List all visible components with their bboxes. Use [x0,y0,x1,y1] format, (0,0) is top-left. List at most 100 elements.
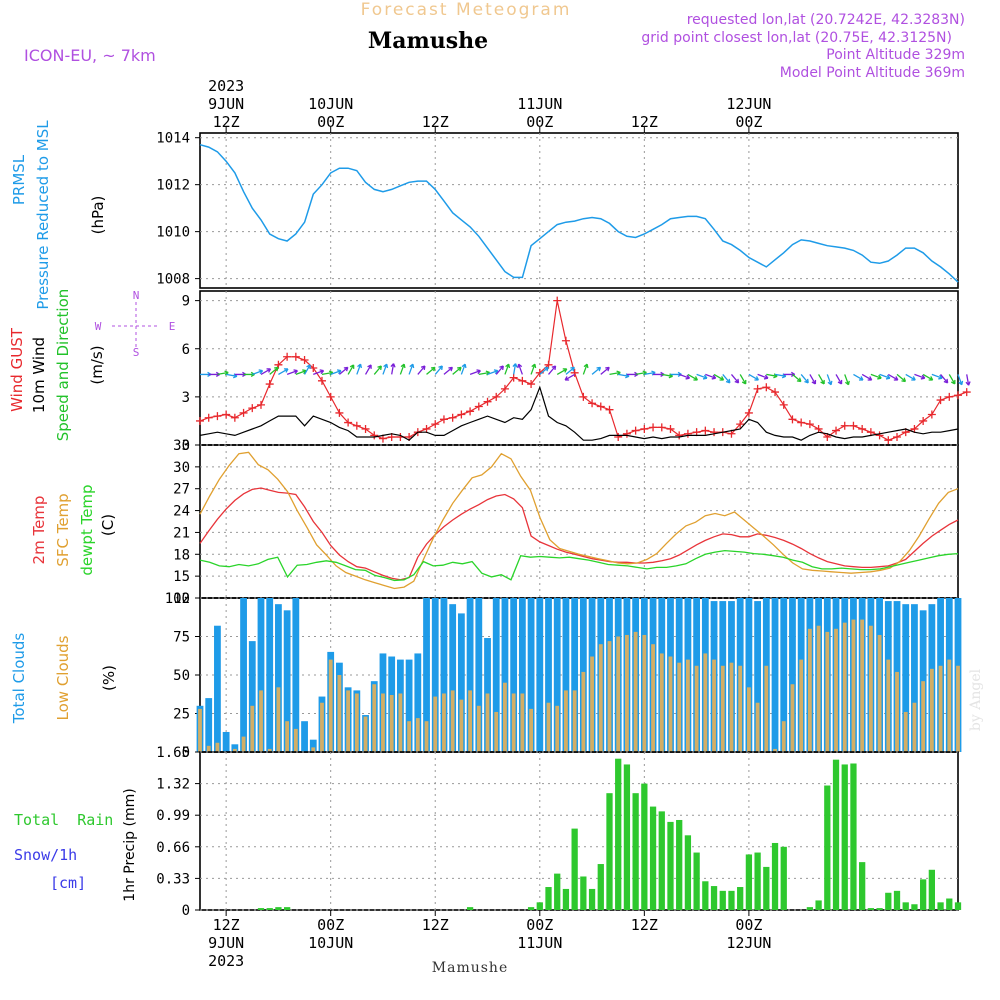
wind-arrow [556,368,568,375]
rain-bar [283,907,291,910]
low-cloud-bar [346,690,351,752]
faded-title: Forecast Meteogram [361,0,572,20]
rain-bar [954,902,962,910]
y-tick-label: 27 [173,482,190,498]
gust-marker [875,431,884,440]
gust-marker [919,416,928,425]
total-cloud-bar [902,604,910,752]
gust-marker [840,421,849,430]
gust-marker [561,336,570,345]
wind-arrow [373,365,382,375]
bottom-time-label: 9JUN [208,934,244,952]
pressure-ticks: 1014 1012 1010 1008 [156,131,200,288]
gust-marker [370,431,379,440]
low-cloud-bar [659,653,664,752]
gust-marker [744,408,753,417]
rain-bar [632,793,639,910]
total-cloud-bar [231,744,239,752]
total-cloud-bar [214,625,221,752]
top-time-label: 12JUN [726,95,771,113]
requested-coords: requested lon,lat (20.7242E, 42.3283N) [687,12,965,28]
rain-bar [728,890,735,910]
rain-bar [684,835,692,910]
total-cloud-bar [571,598,579,752]
gust-marker [492,392,501,401]
y-tick-label: 1010 [156,225,190,241]
total-cloud-bar [240,598,247,752]
gust-line [199,300,967,441]
gust-marker [291,352,300,361]
compass-rose: N S W E [95,289,176,359]
rain-bar [554,873,561,910]
gust-marker [954,391,962,400]
temperature-panel: 33 30 27 24 21 18 15 12 2m Temp SFC Temp dewpt … [30,438,959,607]
wind-gust-label: Wind GUST [8,327,26,412]
wind-arrow [512,363,518,375]
low-cloud-bar [694,665,699,752]
gust-marker [936,396,945,405]
footer-location: Mamushe [432,960,508,976]
wind-arrow [696,373,708,380]
rain-bar [946,898,953,910]
rain-bar [867,908,875,910]
bottom-time-label: 12Z [213,916,240,934]
wind-arrow [452,366,462,375]
wind-arrow [530,363,537,375]
low-cloud-bar [354,693,359,752]
total-cloud-bar [911,604,918,752]
low-cloud-bar [250,705,255,752]
low-cloud-bar [494,711,499,752]
gust-marker [805,420,814,429]
snow-unit: [cm] [50,874,86,892]
gust-marker [736,420,745,429]
low-cloud-bar [529,708,533,752]
top-time-label: 11JUN [517,95,562,113]
header-group: Forecast Meteogram Mamushe ICON-EU, ~ 7k… [24,0,984,976]
gust-marker [570,368,579,377]
y-tick-label: 75 [173,630,190,646]
rain-bar [580,876,587,910]
gust-marker [858,424,867,433]
low-cloud-bar [720,665,725,752]
wind-10m-label: 10m Wind [30,337,48,413]
gust-marker [797,418,806,427]
wind-arrow [582,363,589,375]
total-cloud-bar [553,598,561,752]
low-cloud-bar [799,659,804,752]
total-cloud-bar [466,598,474,752]
low-cloud-bar [572,690,577,752]
gust-marker [788,415,797,424]
wind-arrow [364,364,372,375]
pressure-unit: (hPa) [89,196,107,235]
wind-arrow [609,370,621,376]
bottom-time-label: 11JUN [517,934,562,952]
wind-arrow [826,374,833,386]
low-cloud-bar [468,690,472,752]
rain-bar [780,846,787,910]
rain-bar [815,900,822,910]
low-cloud-bar [895,671,899,752]
top-time-label: 9JUN [208,95,244,113]
wind-marks [196,296,971,445]
rain-bar [841,764,848,910]
wind-arrow [687,373,699,381]
y-tick-label: 0 [182,745,190,761]
low-cloud-bar [241,736,246,752]
wind-arrow [303,364,311,375]
rain-bar [754,852,761,910]
gust-marker [256,400,265,409]
p-pressure-frame [199,132,959,289]
total-cloud-bar [275,604,282,752]
rain-bar [275,907,282,910]
wind-arrow [887,373,899,381]
low-cloud-bar [755,702,760,752]
total-cloud-bar [492,598,500,752]
low-cloud-bar [259,690,263,752]
y-tick-label: 1.32 [156,777,190,793]
y-tick-label: 0.33 [156,871,190,887]
wind-arrow [940,373,949,384]
gust-marker [439,415,448,424]
wind-unit: (m/s) [88,345,106,384]
gust-marker [710,428,719,437]
clouds-marks [196,598,962,752]
